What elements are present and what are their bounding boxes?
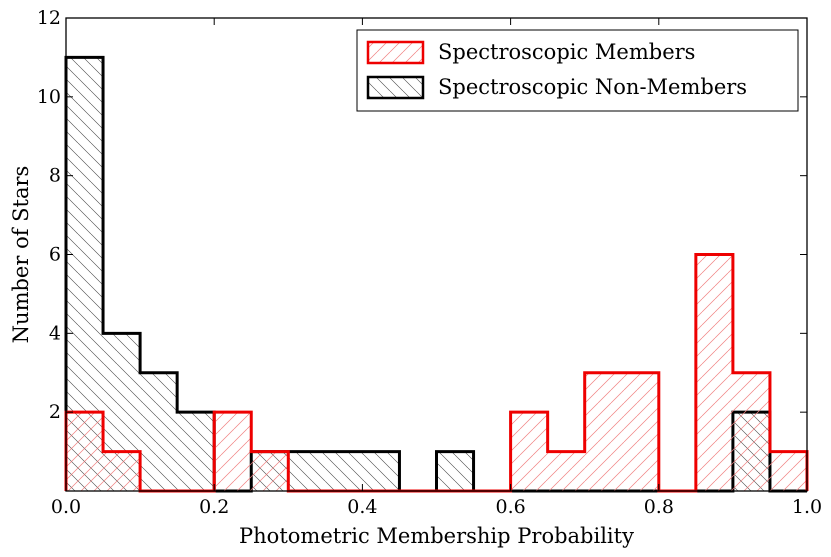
y-tick-label: 10	[37, 86, 61, 108]
x-tick-label: 0.6	[495, 496, 525, 518]
y-tick-label: 8	[49, 165, 61, 187]
x-axis-label: Photometric Membership Probability	[239, 524, 634, 548]
bar-spectroscopic-members-bin-15	[621, 372, 659, 491]
bar-spectroscopic-members-bin-19	[769, 451, 807, 491]
x-tick-label: 0.8	[644, 496, 674, 518]
legend: Spectroscopic Members Spectroscopic Non-…	[356, 29, 799, 112]
bar-spectroscopic-members-bin-17	[695, 254, 733, 491]
plot-area	[64, 55, 809, 493]
y-axis-label: Number of Stars	[9, 166, 33, 344]
legend-swatch-non-members	[366, 75, 425, 100]
bar-spectroscopic-non-members-bin-7	[325, 451, 363, 491]
bar-spectroscopic-non-members-bin-10	[436, 451, 474, 491]
bar-spectroscopic-non-members-bin-6	[288, 451, 326, 491]
bar-spectroscopic-non-members-bin-8	[362, 451, 400, 491]
legend-label-members: Spectroscopic Members	[438, 40, 695, 64]
x-tick-label: 0.2	[199, 496, 229, 518]
bar-spectroscopic-members-bin-4	[214, 412, 252, 491]
bar-spectroscopic-members-bin-0	[66, 412, 104, 491]
y-tick-label: 4	[49, 322, 61, 344]
bar-spectroscopic-members-bin-18	[732, 372, 770, 491]
bar-spectroscopic-members-bin-5	[251, 451, 289, 491]
legend-swatch-members	[366, 40, 425, 65]
x-tick-label: 0.4	[347, 496, 377, 518]
bar-spectroscopic-members-bin-12	[510, 412, 548, 491]
x-tick-label: 1.0	[792, 496, 822, 518]
bar-spectroscopic-members-bin-13	[547, 451, 585, 491]
bar-spectroscopic-members-bin-1	[103, 451, 141, 491]
bar-spectroscopic-members-bin-14	[584, 372, 622, 491]
y-tick-label: 2	[49, 401, 61, 423]
legend-label-non-members: Spectroscopic Non-Members	[438, 75, 747, 99]
bar-spectroscopic-non-members-bin-2	[140, 372, 178, 491]
axis-ticks: 0.0 0.2 0.4 0.6 0.8 1.0 2 4 6 8 10 12	[37, 7, 822, 518]
y-tick-label: 6	[49, 244, 61, 266]
y-tick-label: 12	[37, 7, 61, 29]
bar-spectroscopic-non-members-bin-3	[177, 412, 215, 491]
legend-box	[356, 29, 799, 112]
plot-frame	[65, 17, 808, 492]
x-tick-label: 0.0	[51, 496, 81, 518]
